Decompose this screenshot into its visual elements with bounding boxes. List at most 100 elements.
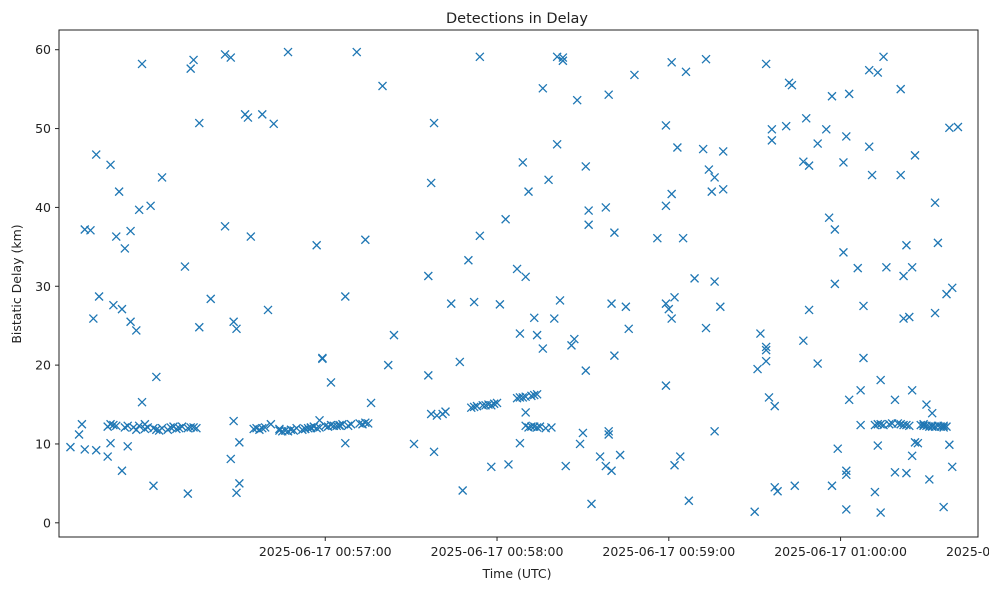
data-point (429, 118, 439, 128)
data-point (569, 334, 579, 344)
data-point (876, 508, 886, 518)
data-point (830, 279, 840, 289)
data-point (581, 366, 591, 376)
data-point (466, 403, 476, 413)
y-axis-label: Bistatic Delay (km) (9, 224, 24, 343)
data-point (220, 221, 230, 231)
data-point (944, 440, 954, 450)
data-point (234, 437, 244, 447)
data-point (171, 424, 181, 434)
data-point (108, 420, 118, 430)
data-point (939, 421, 949, 431)
data-point (856, 385, 866, 395)
data-point (652, 233, 662, 243)
data-point (899, 314, 909, 324)
data-point (378, 81, 387, 91)
data-point (292, 423, 302, 433)
data-point (326, 377, 336, 387)
data-point (232, 324, 241, 334)
data-point (126, 226, 136, 236)
data-point (813, 139, 823, 149)
data-point (604, 426, 614, 436)
data-point (833, 444, 843, 454)
data-point (684, 496, 694, 506)
data-point (111, 232, 121, 242)
data-point (899, 271, 909, 281)
y-tick-label: 10 (35, 436, 51, 451)
data-point (515, 329, 525, 339)
data-point (856, 420, 866, 430)
data-point (767, 124, 777, 134)
data-point (661, 299, 671, 309)
data-point (604, 90, 614, 100)
data-point (297, 425, 307, 435)
data-point (260, 422, 270, 432)
data-point (423, 271, 433, 281)
data-point (555, 295, 565, 305)
data-point (761, 59, 771, 69)
data-point (166, 422, 176, 432)
data-point (770, 401, 780, 411)
data-point (827, 91, 837, 101)
data-point (91, 150, 101, 160)
data-point (604, 430, 614, 439)
data-point (718, 184, 728, 194)
data-point (584, 220, 594, 230)
x-tick-label: 2025-06-17 01:00:00 (774, 544, 907, 559)
data-point (194, 322, 204, 332)
data-point (910, 150, 920, 160)
data-point (383, 360, 393, 370)
data-point (486, 462, 496, 472)
plot-frame (58, 29, 979, 538)
data-point (257, 423, 267, 433)
data-point (661, 201, 671, 211)
data-point (896, 84, 906, 94)
data-point (813, 359, 823, 368)
data-point (544, 175, 554, 185)
data-point (841, 131, 851, 141)
data-point (151, 372, 161, 382)
data-point (317, 354, 327, 364)
data-point (853, 263, 863, 273)
data-point (266, 419, 276, 429)
data-point (177, 422, 187, 432)
data-point (670, 460, 679, 470)
data-point (529, 390, 539, 400)
data-point (518, 158, 528, 167)
data-point (753, 364, 763, 374)
data-point (189, 422, 199, 432)
data-point (924, 474, 934, 484)
data-point (947, 462, 957, 472)
data-point (80, 445, 90, 454)
data-point (137, 397, 147, 407)
data-point (675, 452, 685, 462)
data-point (409, 439, 419, 449)
data-point (475, 231, 485, 241)
chart-title: Detections in Delay (446, 11, 588, 27)
data-point (575, 439, 585, 449)
data-point (111, 421, 121, 431)
data-point (884, 419, 894, 429)
data-point (801, 113, 811, 123)
data-point (761, 345, 771, 355)
data-point (366, 398, 376, 408)
data-point (587, 499, 596, 509)
data-point (340, 438, 350, 448)
data-point (518, 392, 528, 402)
data-point (790, 481, 800, 491)
data-point (907, 385, 917, 395)
data-point (558, 53, 568, 63)
data-point (907, 451, 917, 461)
data-point (595, 452, 605, 462)
data-point (189, 55, 199, 65)
data-point (206, 294, 216, 304)
data-point (446, 299, 456, 309)
data-point (120, 243, 130, 253)
data-point (103, 452, 113, 462)
marks-layer (65, 47, 963, 518)
data-point (137, 59, 147, 69)
data-point (65, 442, 75, 452)
data-point (343, 421, 353, 431)
data-point (629, 70, 639, 80)
data-point (360, 418, 370, 428)
